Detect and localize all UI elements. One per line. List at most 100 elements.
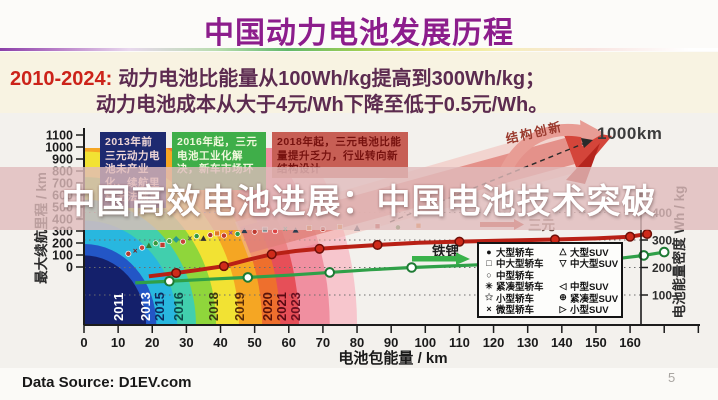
page-number: 5 (668, 370, 676, 385)
x-axis-title: 电池包能量 / km (338, 349, 447, 367)
banner-fact-cost: 动力电池成本从大于4元/Wh下降至低于0.5元/Wh。 (96, 94, 549, 116)
year-band (84, 255, 147, 325)
series-marker (324, 267, 336, 278)
legend-item: ● 大型轿车 (483, 245, 557, 259)
trend-dashed-line (389, 142, 586, 223)
chart-legend: ● 大型轿车 △ 大型SUV □ 中大型轿车 ▽ 中大型SUV ○ 中型轿车 ✳ 紧凑型轿车 ◁ 中型SU… (477, 242, 623, 318)
x-tick-label: 120 (483, 335, 505, 350)
legend-marker-icon: ▽ (559, 257, 567, 268)
scatter-point (193, 233, 200, 240)
scatter-point (166, 238, 173, 245)
scatter-point (152, 240, 159, 247)
scatter-point (159, 242, 166, 248)
key-facts-banner: 2010-2024: 动力电池比能量从100Wh/kg提高到300Wh/kg； 动… (0, 52, 718, 116)
slide-footer: Data Source: D1EV.com 5 (0, 368, 718, 400)
right-tick-label: 200 (652, 261, 672, 275)
series-marker (406, 262, 417, 273)
legend-label: 中型SUV (570, 282, 609, 294)
legend-label: 中大型SUV (570, 259, 619, 271)
series-marker (242, 272, 254, 283)
x-tick-label: 90 (384, 335, 398, 350)
year-label: 2013 (138, 292, 153, 321)
x-tick-label: 70 (316, 335, 330, 350)
legend-label: 大型轿车 (496, 247, 535, 259)
scatter-point (139, 244, 145, 251)
left-tick-label: 200 (52, 237, 73, 251)
legend-marker-icon: ✩ (485, 292, 493, 303)
x-tick-label: 0 (80, 335, 87, 350)
x-tick-label: 50 (247, 335, 261, 350)
banner-fact-energy: 动力电池比能量从100Wh/kg提高到300Wh/kg； (118, 68, 546, 90)
series-marker (218, 261, 229, 272)
scatter-point (207, 232, 214, 238)
legend-item: ○ 中型轿车 (483, 268, 557, 282)
legend-label: 中型轿车 (496, 270, 535, 282)
legend-marker-icon: □ (486, 258, 492, 269)
x-tick-label: 30 (179, 335, 193, 350)
x-tick-label: 130 (517, 335, 539, 350)
innovation-curved-arrow (499, 123, 588, 175)
scatter-point (172, 236, 180, 243)
series-marker (642, 228, 653, 239)
left-tick-label: 1100 (46, 129, 73, 143)
legend-item: ⊕ 紧凑型SUV (557, 291, 623, 305)
legend-label: 紧凑型SUV (570, 293, 619, 305)
legend-marker-icon: × (486, 304, 492, 315)
legend-marker-icon: ● (486, 246, 492, 257)
right-tick-label: 300 (652, 234, 672, 248)
year-label: 2019 (232, 292, 247, 321)
legend-label: 紧凑型轿车 (496, 282, 544, 294)
x-tick-label: 20 (145, 335, 159, 350)
scatter-point (214, 230, 220, 237)
right-tick-label: 100 (652, 289, 672, 303)
legend-item: ◁ 中型SUV (557, 279, 623, 294)
year-label: 2011 (111, 293, 126, 321)
x-tick-label: 40 (213, 335, 227, 350)
x-tick-label: 10 (111, 335, 125, 350)
slide-header: 中国动力电池发展历程 (0, 0, 718, 52)
left-tick-label: 100 (52, 249, 73, 263)
legend-item: ✩ 小型轿车 (483, 291, 557, 305)
legend-item: × 微型轿车 (483, 302, 557, 316)
x-tick-label: 140 (551, 335, 573, 350)
legend-item: □ 中大型轿车 (483, 256, 557, 270)
legend-item: ▷ 小型SUV (557, 302, 623, 317)
legend-label: 小型SUV (570, 305, 609, 317)
legend-label: 中大型轿车 (496, 259, 544, 271)
rainbow-divider (0, 48, 718, 51)
year-label: 2018 (206, 292, 221, 321)
scatter-point (200, 235, 207, 241)
scatter-point (241, 227, 248, 234)
legend-item: △ 大型SUV (557, 245, 623, 259)
watermark-text: 中国高效电池进展：中国电池技术突破 (61, 183, 657, 221)
series-marker (164, 275, 175, 287)
scatter-point (220, 232, 227, 239)
year-label: 2021 (274, 292, 289, 321)
x-tick-label: 160 (619, 335, 641, 350)
legend-marker-icon: ▷ (559, 303, 567, 314)
legend-item: ▽ 中大型SUV (557, 256, 623, 271)
lfp-arrow (412, 252, 470, 265)
year-label: 2015 (152, 292, 167, 321)
legend-marker-icon: ⊕ (559, 292, 567, 303)
x-tick-label: 80 (350, 335, 364, 350)
series-marker (658, 246, 670, 258)
banner-line-1: 2010-2024: 动力电池比能量从100Wh/kg提高到300Wh/kg； (10, 62, 545, 91)
data-source: Data Source: D1EV.com (22, 374, 192, 391)
x-tick-label: 100 (414, 335, 436, 350)
banner-period: 2010-2024: (10, 68, 113, 90)
series-marker (372, 239, 383, 250)
legend-label: 大型SUV (570, 247, 609, 259)
watermark-band: 中国高效电池进展：中国电池技术突破 (0, 167, 718, 230)
scatter-point: × (228, 228, 233, 237)
scatter-point (125, 250, 132, 257)
legend-label: 微型轿车 (496, 305, 535, 317)
series-marker (314, 243, 325, 254)
legend-marker-icon: ✳ (485, 280, 493, 291)
x-tick-label: 110 (449, 335, 470, 350)
lfp-label: 铁锂 (432, 243, 459, 259)
left-tick-label: 0 (66, 261, 73, 275)
series-line-三元 (148, 231, 648, 279)
range-target-label: 1000km (597, 124, 663, 143)
